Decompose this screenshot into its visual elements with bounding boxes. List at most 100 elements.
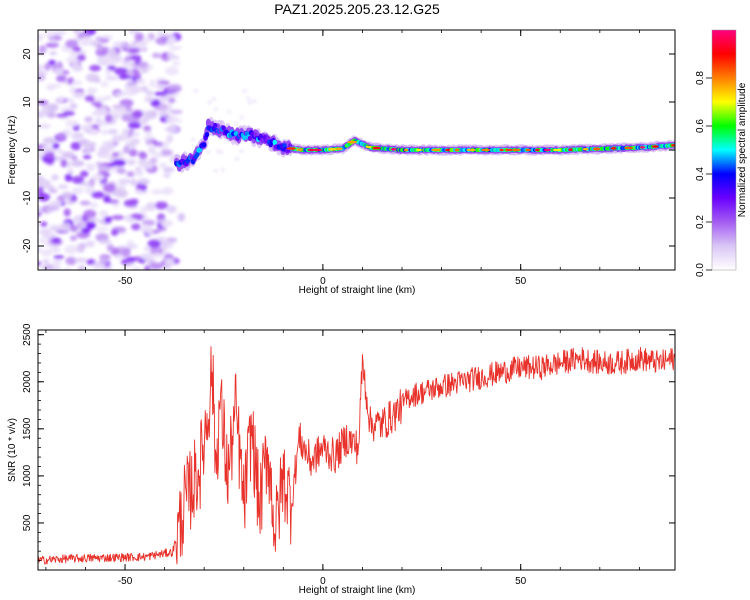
noise-cell: [46, 151, 55, 159]
noise-cell: [111, 152, 120, 158]
signal-peak: [525, 148, 532, 152]
noise-cell: [247, 101, 252, 105]
noise-cell: [105, 76, 120, 81]
noise-cell: [62, 110, 75, 116]
signal-peak: [431, 148, 441, 152]
y-tick-label: -10: [22, 190, 33, 205]
noise-cell: [126, 69, 134, 75]
noise-cell: [102, 183, 116, 193]
noise-cell: [47, 111, 56, 119]
noise-cell: [99, 210, 109, 218]
noise-cell: [94, 106, 108, 116]
noise-cell: [127, 159, 135, 166]
noise-cell: [44, 30, 56, 38]
signal-core: [247, 135, 253, 141]
noise-cell: [104, 216, 112, 224]
noise-cell: [100, 81, 109, 88]
noise-cell: [60, 159, 68, 168]
noise-cell: [91, 173, 105, 181]
noise-cell: [135, 168, 144, 177]
noise-cell: [71, 132, 84, 141]
noise-cell: [92, 262, 106, 270]
noise-cell: [162, 166, 175, 173]
noise-cell: [47, 202, 61, 207]
noise-cell: [38, 205, 43, 213]
signal-peak: [512, 148, 521, 152]
noise-cell: [246, 96, 251, 100]
signal-peak: [568, 148, 573, 151]
noise-cell: [125, 256, 136, 263]
noise-cell: [88, 178, 96, 187]
noise-cell: [108, 162, 117, 168]
colorbar-frame: [711, 29, 737, 271]
spectrogram-x-label: Height of straight line (km): [299, 285, 416, 296]
noise-cell: [143, 136, 150, 141]
noise-cell: [137, 61, 149, 68]
noise-cell: [131, 223, 141, 231]
noise-cell: [54, 67, 64, 76]
y-tick-label: 0: [22, 147, 33, 153]
signal-peak: [466, 148, 476, 152]
signal-band: [173, 116, 675, 173]
signal-core: [204, 132, 210, 138]
signal-peak: [499, 148, 504, 152]
noise-cell: [83, 209, 97, 219]
signal-peak: [390, 148, 397, 151]
noise-cell: [100, 35, 113, 40]
noise-cell: [190, 138, 195, 142]
colorbar-ramp: [712, 30, 736, 270]
noise-cell: [84, 186, 96, 195]
noise-cell: [38, 110, 47, 118]
noise-cell: [143, 246, 151, 251]
noise-cell: [49, 51, 58, 56]
noise-cell: [164, 258, 175, 266]
noise-cell: [143, 36, 151, 43]
signal-peak: [454, 148, 460, 152]
noise-cell: [138, 118, 149, 125]
noise-cell: [73, 30, 81, 35]
noise-cell: [77, 54, 86, 62]
noise-cell: [89, 64, 102, 72]
noise-cell: [150, 189, 164, 195]
signal-peak: [307, 148, 316, 152]
noise-cell: [212, 97, 217, 101]
signal-peak: [403, 148, 409, 152]
noise-cell: [149, 157, 158, 164]
signal-peak: [328, 148, 337, 151]
noise-cell: [72, 91, 85, 99]
noise-cell: [65, 256, 77, 266]
noise-cell: [206, 150, 211, 154]
noise-cell: [76, 246, 85, 253]
noise-cell: [116, 167, 126, 174]
noise-cell: [164, 125, 179, 133]
noise-cell: [106, 244, 115, 252]
noise-cell: [46, 42, 59, 48]
noise-cell: [126, 171, 135, 178]
noise-cell: [149, 246, 164, 256]
noise-cell: [239, 149, 244, 153]
noise-cell: [104, 113, 113, 123]
noise-cell: [151, 253, 164, 259]
signal-peak: [639, 146, 646, 149]
noise-cell: [50, 226, 61, 232]
noise-cell: [118, 75, 132, 80]
noise-cell: [165, 115, 179, 124]
colorbar: 0.0 0.2 0.4 0.6 0.8 Normalized spectral ampl…: [695, 29, 748, 277]
x-tick-label: -50: [118, 576, 133, 587]
noise-cell: [63, 208, 71, 217]
noise-cell: [39, 237, 46, 245]
noise-cell: [207, 101, 212, 105]
noise-cell: [73, 214, 84, 224]
noise-cell: [77, 264, 86, 270]
noise-cell: [161, 33, 174, 39]
noise-cell: [131, 131, 140, 137]
noise-cell: [145, 225, 154, 235]
noise-cell: [61, 191, 73, 200]
noise-cell: [79, 170, 89, 178]
noise-cell: [154, 201, 169, 210]
noise-cell: [117, 178, 131, 185]
snr-y-ticks: 500 1000 1500 2000 2500: [22, 323, 675, 561]
noise-cell: [112, 104, 126, 110]
noise-cell: [168, 45, 182, 51]
y-tick-label: 500: [22, 514, 33, 531]
